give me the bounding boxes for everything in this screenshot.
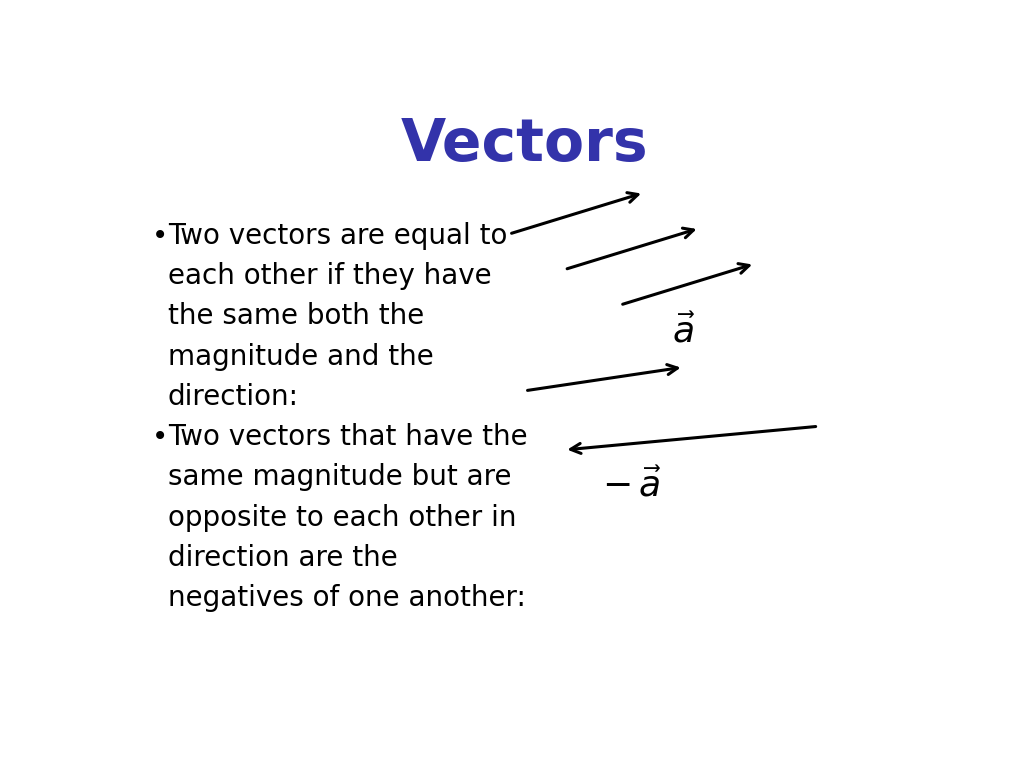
Text: •: •: [152, 222, 168, 250]
Text: Two vectors are equal to
each other if they have
the same both the
magnitude and: Two vectors are equal to each other if t…: [168, 222, 507, 411]
Text: •: •: [152, 423, 168, 452]
Text: $\vec{a}$: $\vec{a}$: [672, 313, 695, 349]
Text: $-\,\vec{a}$: $-\,\vec{a}$: [602, 468, 662, 504]
Text: Two vectors that have the
same magnitude but are
opposite to each other in
direc: Two vectors that have the same magnitude…: [168, 423, 527, 612]
Text: Vectors: Vectors: [401, 116, 648, 173]
